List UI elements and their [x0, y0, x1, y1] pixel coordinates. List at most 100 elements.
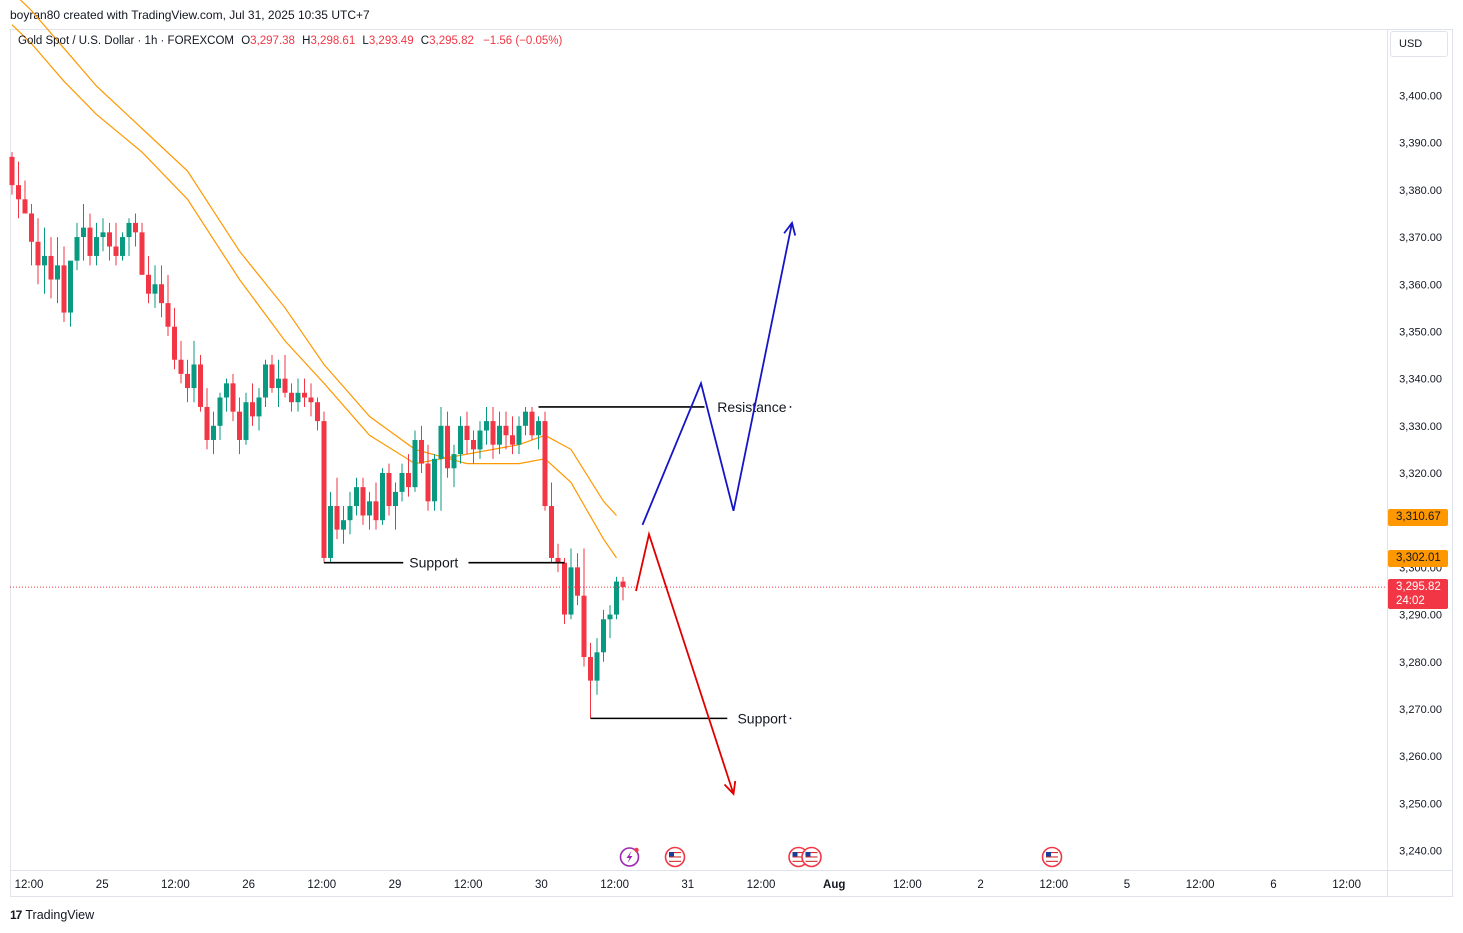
tradingview-logo[interactable]: 17 TradingView: [10, 908, 94, 922]
candle-body: [276, 378, 281, 389]
candle: [321, 411, 327, 563]
close-label: C: [420, 35, 430, 47]
candle-body: [100, 232, 106, 238]
candle-body: [412, 439, 418, 488]
candle: [198, 355, 203, 412]
candle-body: [178, 359, 184, 374]
us-flag-event-icon[interactable]: [664, 846, 686, 868]
high-value: 3,298.61: [310, 35, 356, 47]
candle: [42, 227, 47, 294]
bullish-projection-line: [641, 222, 793, 526]
candle: [549, 482, 554, 563]
price-tick-label: 3,360.00: [1399, 279, 1442, 291]
candle-body: [191, 364, 197, 389]
candle: [250, 383, 255, 426]
flag-stripe: [805, 856, 818, 858]
price-tick-label: 3,370.00: [1399, 232, 1442, 244]
us-flag-event-icon[interactable]: [801, 846, 822, 868]
candle-body: [419, 439, 424, 464]
candle: [347, 491, 353, 535]
candle: [126, 218, 132, 256]
flag-stripe: [1046, 854, 1058, 856]
candle: [152, 265, 158, 308]
flag-stripe: [792, 858, 805, 860]
candle: [360, 477, 366, 525]
candle: [133, 213, 138, 247]
candle: [87, 213, 93, 266]
candle: [334, 477, 340, 540]
candle-body: [497, 425, 502, 445]
candle-body: [295, 392, 301, 403]
candle-body: [425, 463, 431, 502]
candle: [594, 638, 600, 695]
candle-body: [120, 237, 125, 256]
last-price-value: 3,295.82: [1396, 581, 1441, 593]
flag-stripe: [805, 860, 818, 862]
candle-body: [562, 562, 567, 615]
candle: [185, 359, 190, 403]
candle-body: [451, 454, 457, 469]
time-axis-labels: 12:00 25 12:00 26 12:00 29 12:00 30 12:00 31 12:00…: [15, 879, 1361, 891]
flag-stripe: [792, 854, 805, 856]
ma-fast-line: [11, 24, 617, 516]
flash-event-icon[interactable]: [619, 847, 640, 867]
candle: [61, 246, 67, 322]
flash-icon-dot: [634, 847, 639, 853]
flag-canton: [792, 852, 798, 857]
time-tick-label: 12:00: [893, 879, 922, 891]
bullish-projection: [641, 220, 797, 526]
time-tick-label: 6: [1270, 879, 1276, 891]
time-tick-label: 12:00: [1332, 879, 1361, 891]
candle: [295, 378, 301, 412]
tradingview-logo-icon: 17: [10, 908, 22, 922]
candle: [165, 274, 171, 337]
moving-averages: [11, 0, 617, 559]
time-tick-label: 12:00: [161, 879, 190, 891]
currency-button[interactable]: USD: [1390, 31, 1448, 57]
candle: [523, 406, 528, 436]
candle-body: [549, 506, 554, 558]
candle: [354, 477, 359, 516]
candle: [113, 222, 119, 266]
candle-body: [607, 614, 613, 620]
candle: [94, 222, 99, 266]
candle-body: [198, 364, 203, 407]
candle: [536, 416, 541, 450]
candle-body: [217, 397, 223, 426]
flag-stripe: [805, 858, 818, 860]
symbol-legend: Gold Spot / U.S. Dollar · 1h · FOREXCOM …: [18, 35, 562, 47]
candle-body: [516, 425, 522, 445]
open-label: O: [241, 35, 251, 47]
candle-body: [269, 364, 275, 389]
flag-stripe: [792, 860, 805, 862]
level-support-0: Support: [324, 553, 565, 572]
candle: [516, 416, 522, 455]
flag-stripe: [792, 852, 805, 854]
candle-body: [503, 425, 509, 436]
candle-body: [230, 383, 236, 412]
candle-body: [594, 652, 600, 681]
candle: [432, 454, 437, 511]
candle: [74, 222, 80, 271]
candle: [614, 576, 619, 620]
candle-body: [68, 260, 73, 313]
us-flag-event-icon[interactable]: [1041, 846, 1063, 868]
price-tick-label: 3,330.00: [1399, 421, 1442, 433]
flag-stripe: [669, 858, 681, 860]
candle: [503, 411, 509, 450]
ma-slow-line: [19, 0, 617, 559]
candle: [373, 482, 379, 530]
candle-body: [347, 506, 353, 521]
candle-body: [172, 326, 177, 360]
candle: [477, 421, 483, 459]
candle: [22, 180, 28, 214]
symbol-title[interactable]: Gold Spot / U.S. Dollar · 1h · FOREXCOM: [18, 35, 235, 47]
close-value: 3,295.82: [429, 35, 474, 47]
candle-body: [321, 421, 327, 558]
candle-body: [94, 237, 99, 256]
candle: [81, 204, 86, 261]
ma-fast-price-badge: 3,302.01: [1388, 550, 1448, 567]
candle: [380, 468, 385, 525]
candle-body: [22, 199, 28, 214]
